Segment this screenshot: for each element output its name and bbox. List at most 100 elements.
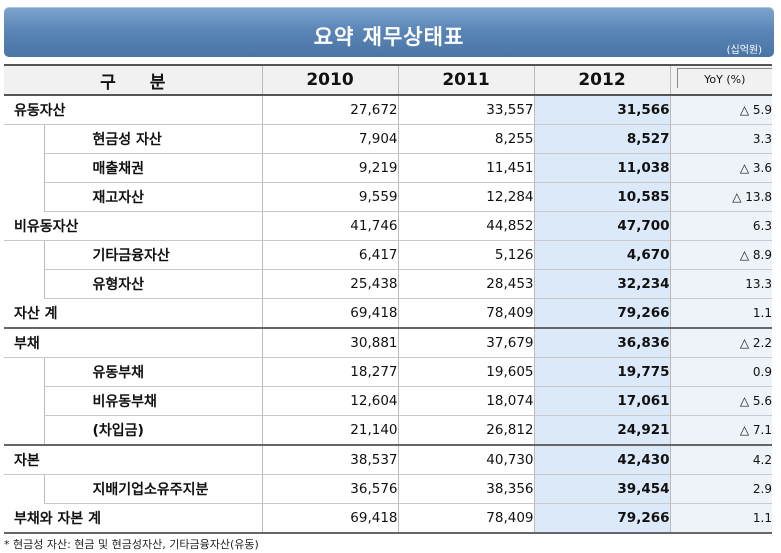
value-yoy: 6.3 <box>669 211 773 241</box>
title-banner: 요약 재무상태표 (십억원) <box>4 7 774 57</box>
value-2010: 7,904 <box>261 124 399 154</box>
value-2012: 39,454 <box>533 474 671 504</box>
value-2011: 40,730 <box>397 445 535 475</box>
value-yoy: △ 2.2 <box>669 328 773 358</box>
table-row: 유동부채 18,277 19,605 19,775 0.9 <box>4 357 773 387</box>
value-2012: 19,775 <box>533 357 671 387</box>
value-yoy: 3.3 <box>669 124 773 154</box>
table-row: 부채 30,881 37,679 36,836 △ 2.2 <box>4 328 773 358</box>
table-row: 현금성 자산 7,904 8,255 8,527 3.3 <box>4 124 773 154</box>
value-2011: 5,126 <box>397 240 535 270</box>
header-yoy: YoY (%) <box>669 64 773 96</box>
value-2012: 24,921 <box>533 415 671 446</box>
row-indent-spacer <box>4 183 44 212</box>
row-label: 부채 <box>4 328 263 358</box>
table-row: 자본 38,537 40,730 42,430 4.2 <box>4 445 773 475</box>
row-label: 유형자산 <box>43 269 263 299</box>
row-label: 자산 계 <box>4 298 263 329</box>
value-2010: 30,881 <box>261 328 399 358</box>
value-2010: 21,140 <box>261 415 399 446</box>
header-year-2010: 2010 <box>261 64 399 96</box>
table-row: (차입금) 21,140 26,812 24,921 △ 7.1 <box>4 415 773 446</box>
value-2010: 18,277 <box>261 357 399 387</box>
value-yoy: 13.3 <box>669 269 773 299</box>
row-label: 유동부채 <box>43 357 263 387</box>
row-label: (차입금) <box>43 415 263 446</box>
value-2012: 8,527 <box>533 124 671 154</box>
value-2011: 33,557 <box>397 95 535 125</box>
table-row: 유형자산 25,438 28,453 32,234 13.3 <box>4 269 773 299</box>
value-2012: 79,266 <box>533 503 671 534</box>
value-2012: 79,266 <box>533 298 671 329</box>
value-yoy: 1.1 <box>669 298 773 329</box>
header-category: 구 분 <box>4 64 263 96</box>
row-indent-spacer <box>4 415 44 446</box>
row-label: 비유동부채 <box>43 386 263 416</box>
row-label: 유동자산 <box>4 95 263 125</box>
value-2012: 10,585 <box>533 182 671 212</box>
value-2012: 36,836 <box>533 328 671 358</box>
value-2010: 69,418 <box>261 298 399 329</box>
row-label: 부채와 자본 계 <box>4 503 263 534</box>
value-yoy: △ 8.9 <box>669 240 773 270</box>
value-yoy: 0.9 <box>669 357 773 387</box>
value-2012: 42,430 <box>533 445 671 475</box>
row-indent-spacer <box>4 387 44 416</box>
value-yoy: △ 3.6 <box>669 153 773 183</box>
value-2012: 31,566 <box>533 95 671 125</box>
value-2011: 38,356 <box>397 474 535 504</box>
table-row: 재고자산 9,559 12,284 10,585 △ 13.8 <box>4 182 773 212</box>
value-2012: 4,670 <box>533 240 671 270</box>
row-label: 자본 <box>4 445 263 475</box>
header-yoy-label: YoY (%) <box>676 68 773 88</box>
value-2010: 27,672 <box>261 95 399 125</box>
header-year-2011: 2011 <box>397 64 535 96</box>
value-2012: 47,700 <box>533 211 671 241</box>
row-label: 지배기업소유주지분 <box>43 474 263 504</box>
table-row: 기타금융자산 6,417 5,126 4,670 △ 8.9 <box>4 240 773 270</box>
value-2011: 12,284 <box>397 182 535 212</box>
value-yoy: △ 5.9 <box>669 95 773 125</box>
value-yoy: △ 13.8 <box>669 182 773 212</box>
value-2011: 44,852 <box>397 211 535 241</box>
table-row: 자산 계 69,418 78,409 79,266 1.1 <box>4 298 773 329</box>
row-indent-spacer <box>4 358 44 387</box>
value-2011: 28,453 <box>397 269 535 299</box>
value-2011: 37,679 <box>397 328 535 358</box>
header-year-2012: 2012 <box>533 64 671 96</box>
value-2011: 26,812 <box>397 415 535 446</box>
value-yoy: 1.1 <box>669 503 773 534</box>
table-row: 지배기업소유주지분 36,576 38,356 39,454 2.9 <box>4 474 773 504</box>
row-label: 기타금융자산 <box>43 240 263 270</box>
value-2011: 19,605 <box>397 357 535 387</box>
value-2010: 9,219 <box>261 153 399 183</box>
value-2012: 32,234 <box>533 269 671 299</box>
table-row: 비유동부채 12,604 18,074 17,061 △ 5.6 <box>4 386 773 416</box>
value-yoy: 4.2 <box>669 445 773 475</box>
value-2010: 41,746 <box>261 211 399 241</box>
table-row: 부채와 자본 계 69,418 78,409 79,266 1.1 <box>4 503 773 534</box>
row-indent-spacer <box>4 475 44 504</box>
value-2010: 69,418 <box>261 503 399 534</box>
value-2011: 18,074 <box>397 386 535 416</box>
value-2010: 38,537 <box>261 445 399 475</box>
value-2010: 25,438 <box>261 269 399 299</box>
row-label: 매출채권 <box>43 153 263 183</box>
value-2011: 78,409 <box>397 298 535 329</box>
value-2010: 36,576 <box>261 474 399 504</box>
row-indent-spacer <box>4 270 44 299</box>
row-label: 재고자산 <box>43 182 263 212</box>
unit-label: (십억원) <box>726 45 762 56</box>
row-indent-spacer <box>4 125 44 154</box>
value-yoy: 2.9 <box>669 474 773 504</box>
row-indent-spacer <box>4 154 44 183</box>
table-row: 유동자산 27,672 33,557 31,566 △ 5.9 <box>4 95 773 125</box>
value-yoy: △ 7.1 <box>669 415 773 446</box>
value-2012: 17,061 <box>533 386 671 416</box>
value-2011: 78,409 <box>397 503 535 534</box>
value-2011: 8,255 <box>397 124 535 154</box>
value-2012: 11,038 <box>533 153 671 183</box>
footnote: * 현금성 자산: 현금 및 현금성자산, 기타금융자산(유동) <box>4 538 259 551</box>
table-row: 비유동자산 41,746 44,852 47,700 6.3 <box>4 211 773 241</box>
row-label: 비유동자산 <box>4 211 263 241</box>
